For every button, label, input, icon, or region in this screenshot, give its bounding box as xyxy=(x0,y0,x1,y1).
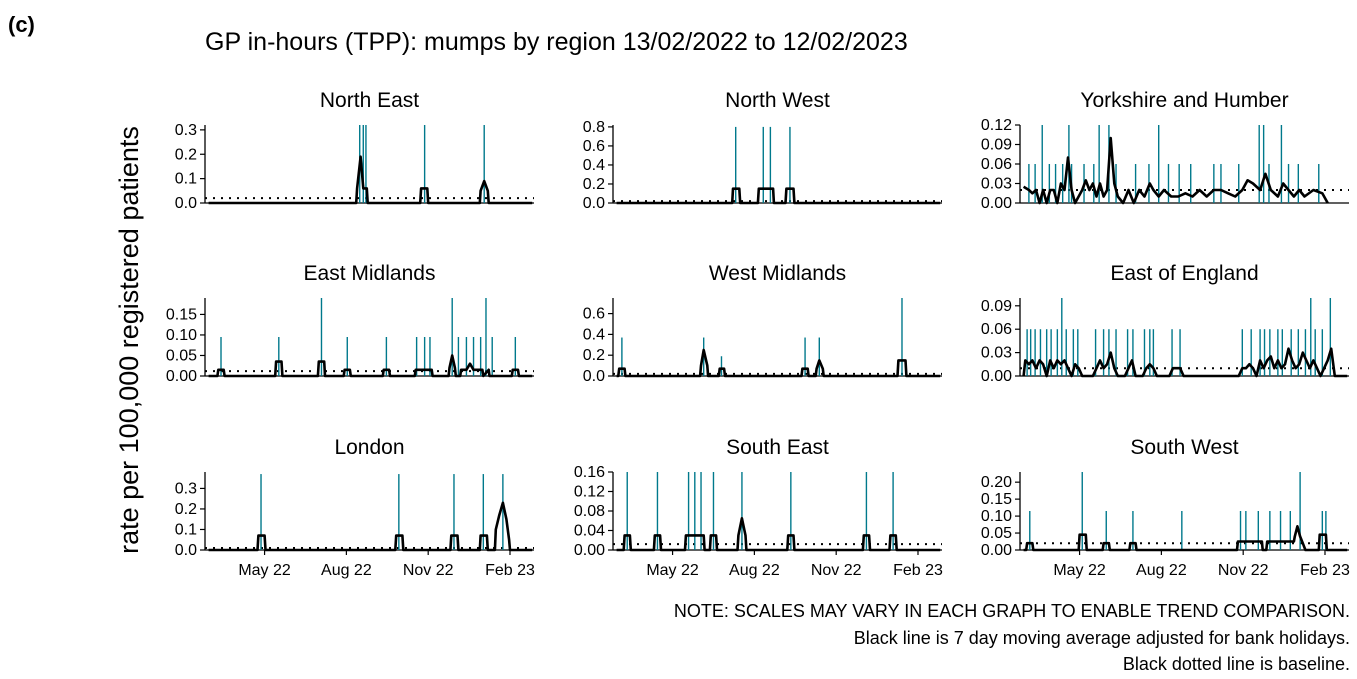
note: NOTE: SCALES MAY VARY IN EACH GRAPH TO E… xyxy=(674,601,1350,621)
moving-average-line xyxy=(208,501,533,552)
y-tick-label: 0.15 xyxy=(981,491,1012,508)
x-tick-label: Nov 22 xyxy=(1218,562,1269,579)
y-tick-label: 0.15 xyxy=(166,306,197,323)
x-tick-label: Feb 23 xyxy=(485,562,535,579)
panel-title: North East xyxy=(320,89,419,112)
y-tick-label: 0.2 xyxy=(175,501,197,518)
y-tick-label: 0.8 xyxy=(583,119,605,136)
moving-average-line xyxy=(616,348,941,378)
panel-title: London xyxy=(334,436,404,459)
y-tick-label: 0.00 xyxy=(981,368,1012,385)
y-tick-label: 0.6 xyxy=(583,138,605,155)
moving-average-line xyxy=(616,187,941,205)
moving-average-line xyxy=(616,517,941,552)
y-tick-label: 0.12 xyxy=(981,117,1012,134)
y-tick-label: 0.06 xyxy=(981,321,1012,338)
panel-title: South East xyxy=(726,436,829,459)
y-tick-label: 0.00 xyxy=(981,195,1012,212)
y-tick-label: 0.08 xyxy=(574,503,605,520)
moving-average-line xyxy=(1023,525,1348,552)
y-tick-label: 0.2 xyxy=(583,176,605,193)
x-tick-label: May 22 xyxy=(238,562,291,579)
panel-title: East Midlands xyxy=(304,262,436,285)
y-tick-label: 0.00 xyxy=(166,368,197,385)
x-tick-label: Aug 22 xyxy=(321,562,372,579)
y-tick-label: 0.2 xyxy=(583,347,605,364)
note: Black dotted line is baseline. xyxy=(1123,654,1350,674)
panel-title: East of England xyxy=(1110,262,1258,285)
y-tick-label: 0.0 xyxy=(583,195,605,212)
x-tick-label: Nov 22 xyxy=(811,562,862,579)
y-tick-label: 0.05 xyxy=(981,525,1012,542)
x-tick-label: Feb 23 xyxy=(1300,562,1350,579)
figure-title: GP in-hours (TPP): mumps by region 13/02… xyxy=(205,28,908,56)
y-tick-label: 0.1 xyxy=(175,521,197,538)
moving-average-line xyxy=(208,354,533,378)
panel-label: (c) xyxy=(8,12,35,37)
panel-title: Yorkshire and Humber xyxy=(1080,89,1288,112)
y-tick-label: 0.3 xyxy=(175,122,197,139)
y-tick-label: 0.0 xyxy=(175,195,197,212)
y-tick-label: 0.03 xyxy=(981,345,1012,362)
x-tick-label: Feb 23 xyxy=(893,562,943,579)
y-tick-label: 0.0 xyxy=(583,368,605,385)
y-tick-label: 0.20 xyxy=(981,474,1012,491)
y-tick-label: 0.12 xyxy=(574,484,605,501)
y-tick-label: 0.6 xyxy=(583,306,605,323)
x-tick-label: Nov 22 xyxy=(403,562,454,579)
x-tick-label: Aug 22 xyxy=(729,562,780,579)
y-tick-label: 0.4 xyxy=(583,157,605,174)
note: Black line is 7 day moving average adjus… xyxy=(854,628,1350,648)
y-tick-label: 0.00 xyxy=(981,542,1012,559)
panel-title: South West xyxy=(1130,436,1238,459)
y-tick-label: 0.16 xyxy=(574,464,605,481)
moving-average-line xyxy=(1022,347,1348,378)
y-tick-label: 0.1 xyxy=(175,171,197,188)
y-tick-label: 0.00 xyxy=(574,542,605,559)
y-tick-label: 0.09 xyxy=(981,137,1012,154)
y-tick-label: 0.10 xyxy=(166,327,197,344)
y-tick-label: 0.04 xyxy=(574,523,605,540)
y-tick-label: 0.03 xyxy=(981,176,1012,193)
x-tick-label: May 22 xyxy=(646,562,699,579)
y-tick-label: 0.05 xyxy=(166,347,197,364)
moving-average-line xyxy=(208,155,533,205)
y-tick-label: 0.10 xyxy=(981,508,1012,525)
panel-title: West Midlands xyxy=(709,262,846,285)
panel-title: North West xyxy=(725,89,830,112)
y-tick-label: 0.09 xyxy=(981,298,1012,315)
x-tick-label: May 22 xyxy=(1053,562,1106,579)
x-tick-label: Aug 22 xyxy=(1136,562,1187,579)
y-tick-label: 0.4 xyxy=(583,326,605,343)
y-axis-title: rate per 100,000 registered patients xyxy=(114,126,144,554)
y-tick-label: 0.2 xyxy=(175,146,197,163)
y-tick-label: 0.06 xyxy=(981,156,1012,173)
moving-average-line xyxy=(1022,136,1329,205)
y-tick-label: 0.3 xyxy=(175,480,197,497)
y-tick-label: 0.0 xyxy=(175,542,197,559)
